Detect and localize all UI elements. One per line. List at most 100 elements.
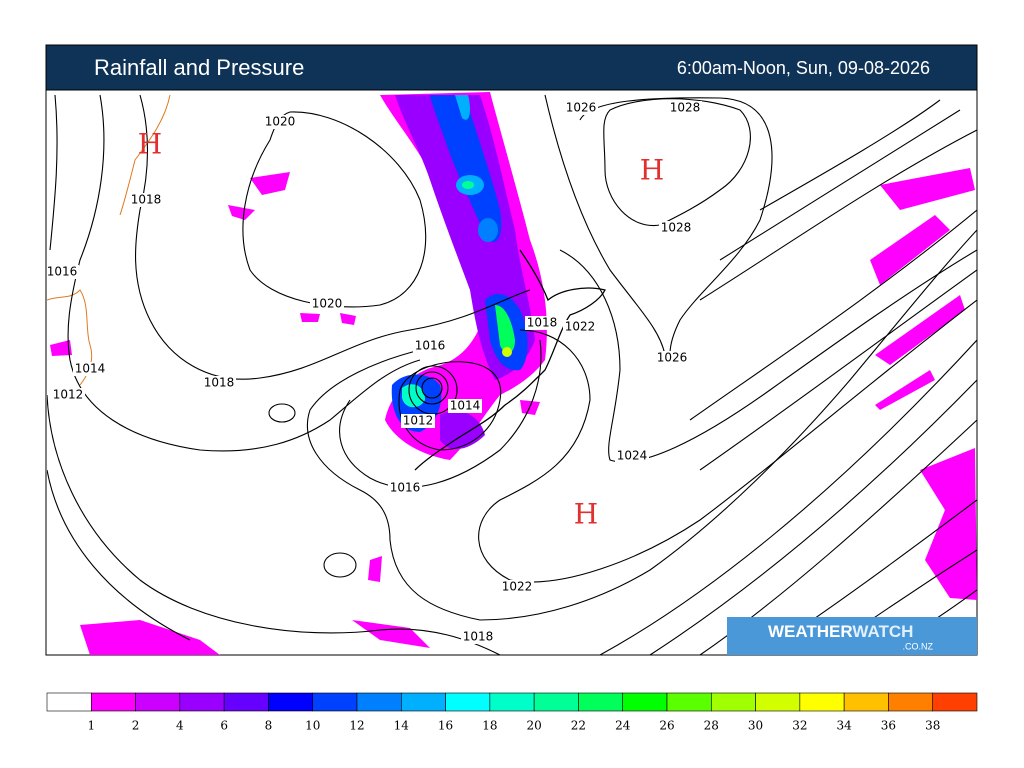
high-marker: H [574,498,598,531]
isobar-label: 1022 [565,320,596,334]
legend-tick-label: 8 [265,719,273,733]
isobar-label-bg [655,351,689,365]
isobar-label-bg [448,399,482,413]
logo-right: WATCH [852,622,913,641]
legend-swatch [710,692,756,712]
legend-tick-label: 6 [220,719,228,733]
isobar-label: 1024 [617,449,648,463]
legend-swatch [843,692,889,712]
legend-swatch [312,692,358,712]
isobar-label: 1026 [566,101,597,115]
legend-swatch [666,692,712,712]
isobar-label: 1026 [657,351,688,365]
isobar-label-bg [310,297,344,311]
isobar-label-bg [659,221,693,235]
legend-swatch [489,692,535,712]
title: Rainfall and Pressure [94,55,304,80]
isobar-label-bg [563,320,597,334]
legend-tick-label: 10 [305,719,320,733]
legend-tick-label: 38 [925,719,940,733]
legend-tick-label: 2 [132,719,140,733]
rain [50,92,977,655]
legend-tick-label: 26 [659,719,674,733]
legend-tick-label: 16 [438,719,453,733]
legend-tick-label: 22 [571,719,586,733]
legend-tick-label: 30 [748,719,763,733]
isobar-label-bg [202,376,236,390]
legend-tick-label: 12 [349,719,364,733]
isobar-label: 1016 [390,481,421,495]
isobar-label-bg [388,481,422,495]
legend-tick-label: 4 [176,719,184,733]
logo: WEATHERWATCH [768,622,913,641]
logo-left: WEATHER [768,622,852,641]
rain-legend: 1 2 4 6 8 10 12 14 16 18 20 22 24 26 28 30 32 34 36 38 [46,692,978,733]
isobar-label-bg [525,316,559,330]
isobar-label-bg [668,101,702,115]
map-content: H H H 1020101810161020101610181014101210… [47,92,977,655]
legend-swatch [445,692,491,712]
high-marker: H [640,154,664,187]
isobar-label-bg [564,101,598,115]
isobar-label-bg [461,630,495,644]
legend-tick-label: 20 [527,719,542,733]
isobar-label: 1014 [75,362,106,376]
legend-tick-label: 36 [881,719,896,733]
legend-tick-label: 24 [615,719,631,733]
isobar-label-bg [51,388,85,402]
legend-tick-label: 32 [792,719,807,733]
isobar-label: 1018 [527,316,558,330]
isobar-label-bg [129,193,163,207]
high-marker: H [138,128,162,161]
legend-tick-label: 1 [87,719,95,733]
legend-tick-label: 18 [482,719,497,733]
isobar-labels: 1020 1018 1016 1020 1016 1018 1014 1012 1014 1012… [47,101,702,644]
legend-swatch [90,692,136,712]
isobar-label-bg [413,339,447,353]
isobar-label: 1018 [204,376,235,390]
legend-swatch [888,692,934,712]
legend-tick-label: 34 [837,719,853,733]
isobar-label: 1020 [312,297,343,311]
legend-swatch [400,692,446,712]
legend-swatch [268,692,314,712]
legend-swatch [578,692,624,712]
logo-box [727,617,977,655]
legend-swatch [799,692,845,712]
legend-swatch [223,692,269,712]
legend-swatch [46,692,92,712]
legend-swatch [755,692,801,712]
nz-coast [414,249,606,471]
isobar-label: 1020 [265,115,296,129]
isobar-label: 1016 [47,265,78,279]
legend-swatch [135,692,181,712]
isobars [47,94,977,655]
legend-swatch [356,692,402,712]
isobar-label: 1018 [131,193,162,207]
isobar-label: 1012 [53,388,84,402]
isobar-label: 1028 [670,101,701,115]
isobar-label: 1022 [502,580,533,594]
legend-swatch [622,692,668,712]
isobar-label: 1014 [450,399,481,413]
isobar-label-bg [401,414,435,428]
header-bar [45,44,978,92]
isobar-label-bg [615,449,649,463]
logo-domain: .CO.NZ [903,641,934,651]
isobar-label-bg [263,115,297,129]
legend-swatch [533,692,579,712]
isobar-label: 1018 [463,630,494,644]
isobar-label-bg [73,362,107,376]
legend-tick-label: 28 [704,719,719,733]
isobar-label: 1016 [415,339,446,353]
isobar-label-bg [500,580,534,594]
isobar-label-bg [47,265,79,279]
isobar-label: 1028 [661,221,692,235]
period: 6:00am-Noon, Sun, 09-08-2026 [677,58,930,78]
legend-swatch [932,692,978,712]
isobar-label: 1012 [403,414,434,428]
legend-tick-label: 14 [394,719,410,733]
legend-swatch [179,692,225,712]
